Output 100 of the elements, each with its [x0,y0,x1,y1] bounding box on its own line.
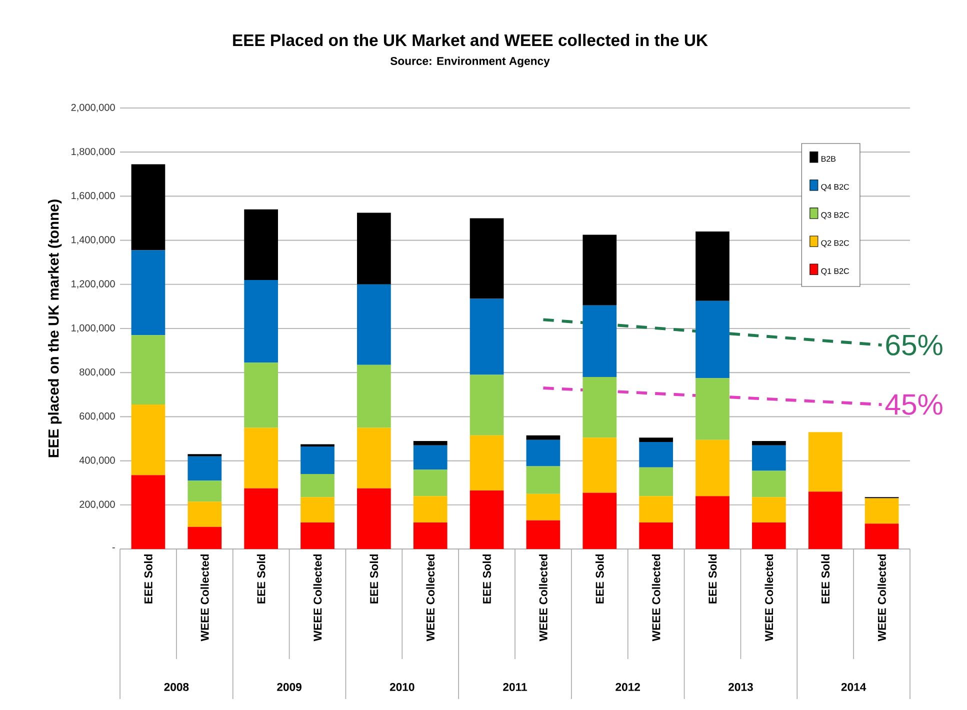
bar [470,374,504,436]
legend-label: Q2 B2C [821,240,849,248]
text: 2011 [503,682,527,691]
bar [357,284,391,365]
x-tick-label: EEE Sold [708,554,717,604]
bar [639,438,674,442]
bar [582,234,617,306]
bar [470,298,504,375]
legend-label: B2B [821,156,836,162]
bar [526,520,560,549]
bar [752,470,786,498]
bar [470,435,504,491]
bar [526,494,560,520]
bar [752,445,786,471]
y-tick-label: 1,800,000 [72,148,115,156]
x-tick-label: EEE Sold [370,554,378,604]
bar [244,488,278,549]
text: 2014 [841,682,866,691]
text: 2008 [164,682,189,691]
bar [470,490,504,549]
x-tick-label: WEEE Collected [313,554,322,642]
y-tick-label: 1,000,000 [72,324,115,333]
bar [357,212,391,284]
bar [470,218,504,299]
bar [244,428,278,488]
bar [300,522,334,549]
y-tick-label: 1,600,000 [72,192,115,200]
y-tick-label: 2,000,000 [71,104,115,112]
y-tick-label: 1,400,000 [72,236,115,244]
bar [864,498,899,524]
bar [188,456,222,481]
y-tick-label: 800,000 [80,368,115,377]
bar [131,250,166,336]
y-tick-label: 200,000 [80,500,115,510]
bar [639,467,674,496]
bar [752,497,786,523]
bar [244,209,278,280]
bar [357,488,391,549]
legend-label: Q4 B2C [821,184,849,192]
bar [808,492,842,549]
bar [300,497,334,523]
bar [808,432,842,492]
bar [357,364,391,428]
y-tick-label: 600,000 [80,412,115,421]
bar [244,362,278,428]
x-tick-label: WEEE Collected [426,554,435,642]
bar [582,377,617,438]
x-tick-label: EEE Sold [482,554,491,604]
bar [752,440,786,446]
bar [582,305,617,377]
x-tick-label: WEEE Collected [539,554,548,642]
bar [413,522,448,549]
bar [357,428,391,488]
x-tick-label: EEE Sold [595,554,604,604]
text: 2010 [390,682,414,691]
y-axis-title: EEE placed on the UK market (tonne) [48,200,62,458]
bar [639,442,674,468]
x-tick-label: WEEE Collected [764,554,774,642]
bar [188,502,222,527]
bar [526,435,560,440]
legend-label: Q1 B2C [821,268,849,276]
bar [131,164,166,250]
bar [639,522,674,549]
bar [131,404,166,476]
bar [188,480,222,502]
bar [413,496,448,523]
bar [752,522,786,549]
y-tick-label: 400,000 [79,456,115,465]
chart-subtitle: Source: Environment Agency [390,56,550,68]
x-tick-label: EEE Sold [821,554,830,604]
bar [696,231,730,301]
bar [582,438,617,493]
bar [300,446,334,474]
x-tick-label: WEEE Collected [652,554,660,642]
x-tick-label: EEE Sold [256,554,266,604]
bar [131,335,166,405]
y-tick-label: 1,200,000 [72,280,115,289]
bar [696,440,730,496]
bar [639,496,674,523]
bar [582,492,617,549]
bar [526,440,560,466]
bar [131,475,166,549]
chart-title: EEE Placed on the UK Market and WEEE collected in the UK [233,34,708,46]
y-tick-label: - [112,547,115,548]
legend-label: Q3 B2C [821,212,849,220]
series-label: 65% [886,334,942,356]
bar [413,470,448,496]
bar [413,440,448,446]
text: 2012 [616,682,640,691]
text: 2013 [728,682,753,692]
bar [244,280,278,363]
bar [696,300,730,378]
x-tick-label: WEEE Collected [200,554,209,642]
bar [696,378,730,440]
x-tick-label: WEEE Collected [878,554,886,642]
bar [300,474,334,498]
bar [413,445,448,470]
bar [696,496,730,549]
bar [188,526,222,549]
x-tick-label: EEE Sold [144,554,152,604]
